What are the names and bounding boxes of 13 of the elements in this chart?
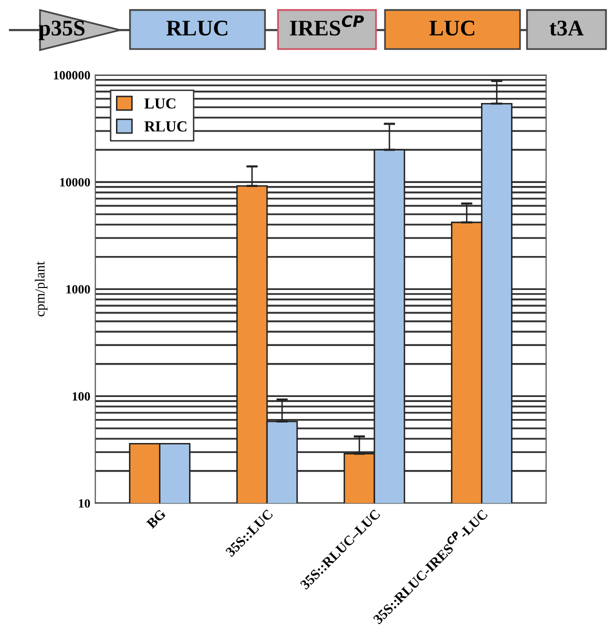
text: LUC: [429, 20, 474, 36]
y-tick-label: 100: [72, 392, 90, 401]
legend-label: LUC: [144, 98, 176, 109]
y-tick-label: 10000: [60, 178, 90, 187]
legend-label: RLUC: [144, 121, 186, 132]
text: t3A: [550, 20, 584, 36]
y-tick-label: 10: [78, 499, 90, 508]
y-axis-title: cpm/plant: [34, 261, 48, 316]
text: RLUC: [166, 20, 228, 36]
y-tick-label: 100000: [54, 71, 90, 80]
text: IRES$^{CP}$: [290, 15, 364, 36]
y-tick-label: 1000: [66, 285, 90, 294]
x-tick-label: BG: [146, 508, 166, 529]
